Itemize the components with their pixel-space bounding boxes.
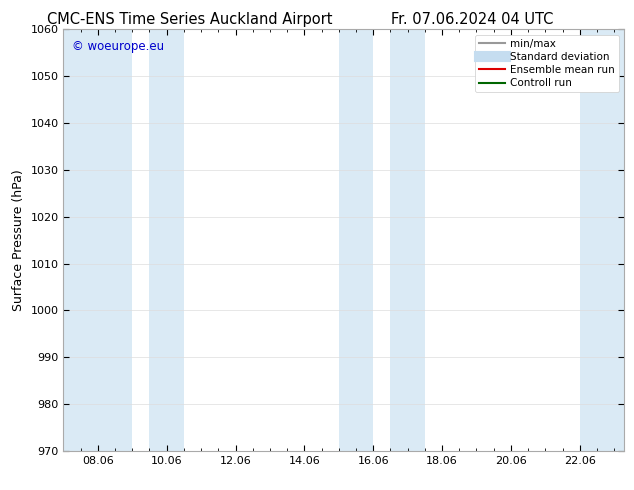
Bar — [579, 29, 624, 451]
Bar — [63, 29, 133, 451]
Text: © woeurope.eu: © woeurope.eu — [72, 40, 164, 53]
Text: Fr. 07.06.2024 04 UTC: Fr. 07.06.2024 04 UTC — [391, 12, 553, 27]
Y-axis label: Surface Pressure (hPa): Surface Pressure (hPa) — [12, 169, 25, 311]
Bar — [339, 29, 373, 451]
Bar — [391, 29, 425, 451]
Legend: min/max, Standard deviation, Ensemble mean run, Controll run: min/max, Standard deviation, Ensemble me… — [475, 35, 619, 92]
Text: CMC-ENS Time Series Auckland Airport: CMC-ENS Time Series Auckland Airport — [48, 12, 333, 27]
Bar — [150, 29, 184, 451]
